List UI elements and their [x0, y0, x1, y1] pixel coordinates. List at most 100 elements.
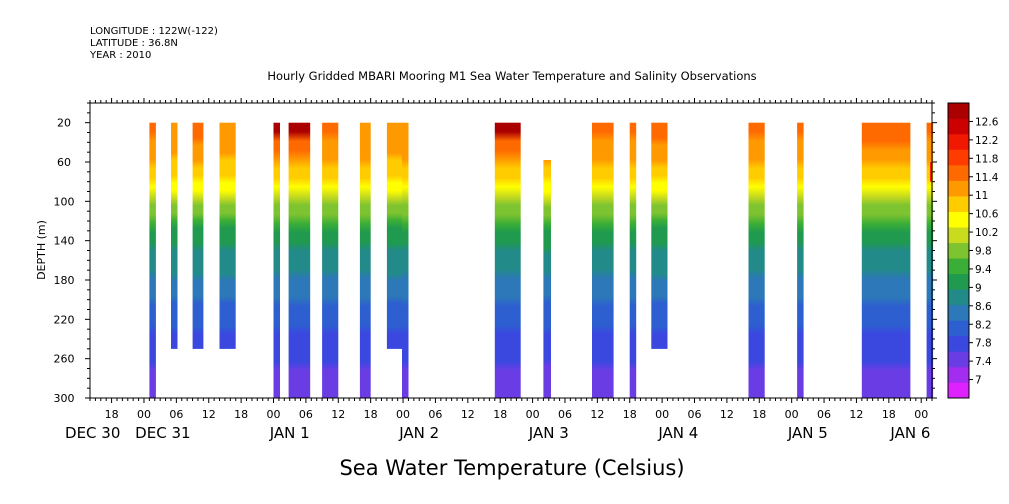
x-tick-label: 12	[202, 408, 216, 421]
y-tick-label: 60	[57, 156, 71, 169]
data-column	[192, 122, 204, 349]
colorbar-label: 8.2	[975, 319, 992, 331]
chart-title: Hourly Gridded MBARI Mooring M1 Sea Wate…	[267, 69, 756, 83]
colorbar-label: 9.4	[975, 264, 992, 276]
x-tick-label: 18	[105, 408, 119, 421]
x-day-label: JAN 4	[657, 424, 698, 442]
colorbar-cell	[948, 304, 969, 321]
colorbar-cell	[948, 165, 969, 181]
colorbar-label: 9	[975, 282, 982, 294]
x-tick-label: 00	[914, 408, 928, 421]
data-column	[926, 122, 934, 398]
x-tick-label: 12	[849, 408, 863, 421]
data-column	[219, 122, 236, 349]
colorbar-cell	[948, 366, 969, 383]
x-day-label: JAN 2	[398, 424, 439, 442]
x-tick-label: 12	[461, 408, 475, 421]
y-tick-label: 300	[54, 392, 75, 405]
x-tick-label: 06	[169, 408, 183, 421]
colorbar-label: 11.4	[975, 172, 999, 184]
colorbar-cell	[948, 273, 969, 290]
colorbar-cell	[948, 118, 969, 135]
data-column	[402, 122, 409, 398]
x-tick-label: 12	[590, 408, 604, 421]
data-column	[288, 122, 311, 398]
colorbar-cell	[948, 335, 969, 352]
x-tick-label: 18	[364, 408, 378, 421]
data-column	[543, 160, 551, 398]
colorbar-cell	[948, 382, 969, 399]
y-tick-label: 260	[54, 353, 75, 366]
colorbar-cell	[948, 196, 969, 212]
x-day-label: JAN 5	[787, 424, 828, 442]
y-tick-label: 220	[54, 313, 75, 326]
colorbar-cell	[948, 289, 969, 306]
colorbar-label: 12.6	[975, 116, 999, 128]
year-label: YEAR : 2010	[89, 50, 151, 61]
x-day-label: DEC 31	[135, 424, 190, 442]
colorbar-cell	[948, 149, 969, 166]
y-tick-label: 100	[54, 195, 75, 208]
data-column	[359, 122, 371, 398]
colorbar-label: 12.2	[975, 135, 998, 147]
x-day-label: JAN 3	[528, 424, 569, 442]
x-tick-label: 18	[882, 408, 896, 421]
x-tick-label: 00	[785, 408, 799, 421]
colorbar-label: 8.6	[975, 301, 992, 313]
y-tick-label: 20	[57, 117, 71, 130]
colorbar-label: 10.6	[975, 209, 999, 221]
x-day-label: JAN 6	[889, 424, 930, 442]
header-text: LONGITUDE : 122W(-122) LATITUDE : 36.8N …	[89, 26, 218, 61]
colorbar-label: 7.4	[975, 356, 992, 368]
data-column	[273, 122, 280, 398]
x-tick-label: 00	[267, 408, 281, 421]
x-tick-label: 06	[428, 408, 442, 421]
colorbar-label: 7	[975, 375, 982, 387]
colorbar-cell	[948, 258, 969, 275]
data-column	[171, 122, 178, 349]
x-tick-label: 18	[752, 408, 766, 421]
data-column	[149, 122, 156, 398]
x-tick-label: 18	[493, 408, 507, 421]
x-day-label: DEC 30	[65, 424, 120, 442]
colorbar-cell	[948, 242, 969, 259]
data-column	[629, 122, 637, 398]
y-tick-label: 140	[54, 235, 75, 248]
colorbar-cell	[948, 211, 969, 228]
colorbar-cell	[948, 351, 969, 368]
data-column	[651, 122, 668, 349]
x-tick-label: 06	[558, 408, 572, 421]
x-day-label: JAN 1	[269, 424, 310, 442]
plot-area: 18 00 06 12 18 00 06 12 18 00 06 12 18 00 06 12 18 00 06 12…	[54, 98, 937, 442]
x-tick-label: 06	[299, 408, 313, 421]
colorbar-label: 11.8	[975, 153, 998, 165]
data-column	[386, 122, 404, 349]
longitude-label: LONGITUDE : 122W(-122)	[90, 26, 218, 37]
data-column	[797, 122, 804, 398]
colorbar-label: 10.2	[975, 227, 998, 239]
data-column	[592, 122, 614, 398]
colorbar: 7 7.4 7.8 8.2 8.6 9 9.4 9.8 10.2 10.6 11 11.4 11.8 12…	[947, 102, 999, 399]
colorbar-label: 7.8	[975, 338, 992, 350]
colorbar-cell	[948, 103, 969, 119]
data-column	[322, 122, 339, 398]
latitude-label: LATITUDE : 36.8N	[90, 38, 178, 49]
data-column	[861, 122, 911, 398]
y-tick-label: 180	[54, 274, 75, 287]
data-column	[494, 122, 521, 398]
x-tick-label: 12	[331, 408, 345, 421]
x-tick-label: 18	[623, 408, 637, 421]
x-tick-label: 00	[526, 408, 540, 421]
x-tick-label: 00	[137, 408, 151, 421]
colorbar-cell	[948, 134, 969, 150]
colorbar-cell	[948, 180, 969, 197]
x-tick-label: 12	[720, 408, 734, 421]
y-axis-label: DEPTH (m)	[35, 220, 48, 280]
colorbar-label: 9.8	[975, 246, 992, 258]
bottom-label: Sea Water Temperature (Celsius)	[339, 456, 684, 480]
data-column	[748, 122, 765, 398]
x-tick-label: 00	[396, 408, 410, 421]
x-tick-label: 00	[655, 408, 669, 421]
colorbar-cell	[948, 227, 969, 244]
